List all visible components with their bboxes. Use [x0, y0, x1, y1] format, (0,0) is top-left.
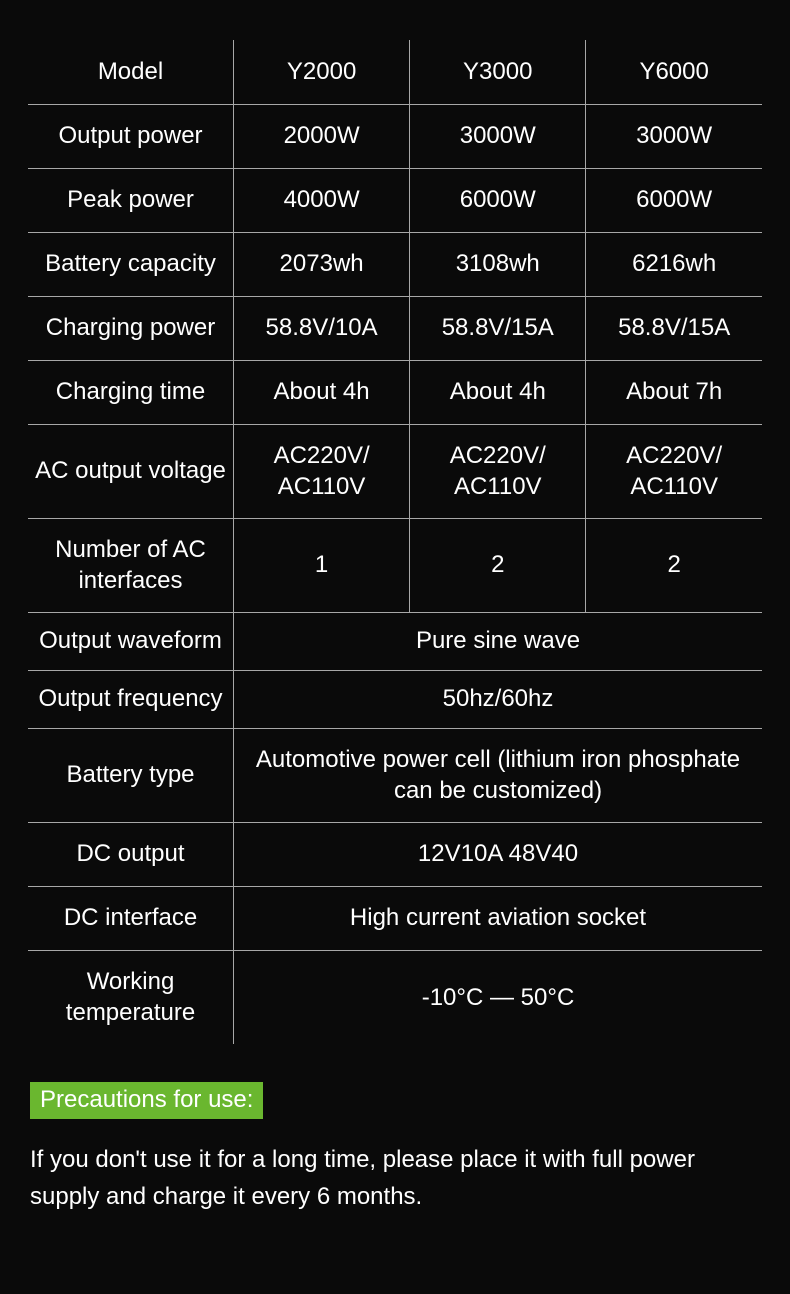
- row-label: Number of AC interfaces: [28, 518, 234, 612]
- row-merged-value: -10°C — 50°C: [234, 950, 762, 1044]
- row-label: Charging power: [28, 296, 234, 360]
- row-value: 58.8V/10A: [234, 296, 410, 360]
- row-merged-value: High current aviation socket: [234, 886, 762, 950]
- row-label: AC output voltage: [28, 424, 234, 518]
- row-value: About 4h: [234, 360, 410, 424]
- row-value: 58.8V/15A: [410, 296, 586, 360]
- row-value: 6000W: [586, 168, 762, 232]
- row-label: Output frequency: [28, 670, 234, 728]
- row-value: 6216wh: [586, 232, 762, 296]
- row-value: AC220V/ AC110V: [586, 424, 762, 518]
- spec-table-body: ModelY2000Y3000Y6000Output power2000W300…: [28, 40, 762, 1044]
- header-col-0: Y2000: [234, 40, 410, 104]
- row-label: Charging time: [28, 360, 234, 424]
- row-label: Battery capacity: [28, 232, 234, 296]
- row-value: 3108wh: [410, 232, 586, 296]
- row-label: Output waveform: [28, 612, 234, 670]
- row-value: About 7h: [586, 360, 762, 424]
- row-value: 2000W: [234, 104, 410, 168]
- row-value: 2073wh: [234, 232, 410, 296]
- row-value: AC220V/ AC110V: [234, 424, 410, 518]
- header-col-1: Y3000: [410, 40, 586, 104]
- spec-table: ModelY2000Y3000Y6000Output power2000W300…: [28, 40, 762, 1044]
- row-value: 4000W: [234, 168, 410, 232]
- row-merged-value: 50hz/60hz: [234, 670, 762, 728]
- precautions-section: Precautions for use: If you don't use it…: [28, 1082, 762, 1215]
- row-label: Peak power: [28, 168, 234, 232]
- row-value: 6000W: [410, 168, 586, 232]
- row-value: AC220V/ AC110V: [410, 424, 586, 518]
- row-value: 58.8V/15A: [586, 296, 762, 360]
- header-col-2: Y6000: [586, 40, 762, 104]
- row-label: Working temperature: [28, 950, 234, 1044]
- header-label: Model: [28, 40, 234, 104]
- precautions-title-badge: Precautions for use:: [30, 1082, 263, 1119]
- row-label: Output power: [28, 104, 234, 168]
- row-value: 2: [586, 518, 762, 612]
- row-merged-value: 12V10A 48V40: [234, 822, 762, 886]
- row-merged-value: Automotive power cell (lithium iron phos…: [234, 728, 762, 822]
- row-merged-value: Pure sine wave: [234, 612, 762, 670]
- row-value: 1: [234, 518, 410, 612]
- row-value: About 4h: [410, 360, 586, 424]
- row-label: DC output: [28, 822, 234, 886]
- row-value: 3000W: [410, 104, 586, 168]
- precautions-text: If you don't use it for a long time, ple…: [30, 1141, 760, 1215]
- row-value: 3000W: [586, 104, 762, 168]
- row-label: Battery type: [28, 728, 234, 822]
- row-value: 2: [410, 518, 586, 612]
- row-label: DC interface: [28, 886, 234, 950]
